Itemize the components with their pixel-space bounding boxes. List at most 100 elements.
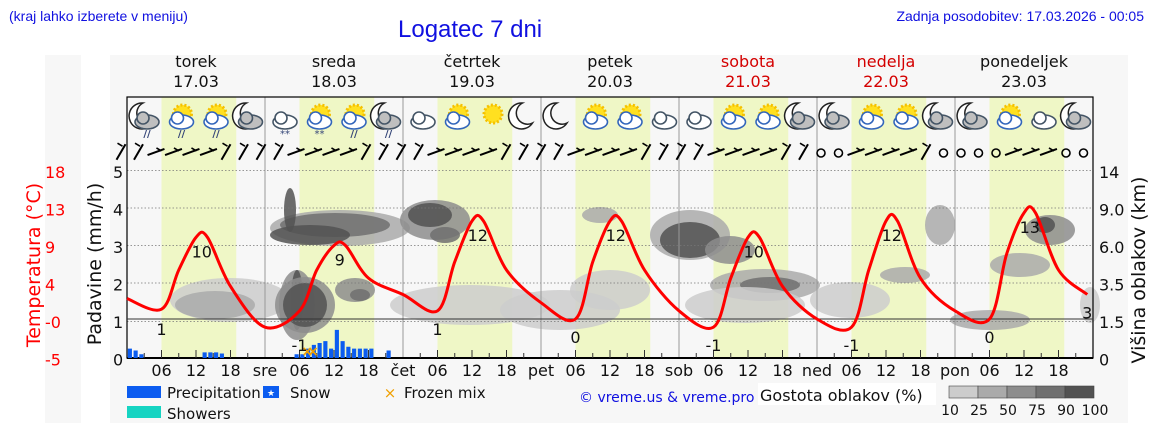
cloud-icon — [410, 111, 436, 130]
svg-text://: // — [385, 129, 393, 140]
svg-text:-5: -5 — [45, 351, 61, 370]
last-update: Zadnja posodobitev: 17.03.2026 - 00:05 — [896, 8, 1144, 24]
svg-text:0: 0 — [113, 351, 123, 370]
day-label: torek 17.03 — [127, 52, 265, 92]
precipitation-ticks: 5 4 3 2 1 0 — [113, 163, 123, 370]
sun-cloud-rain-icon: // — [203, 103, 229, 140]
day-name: torek — [175, 52, 217, 71]
svg-text:pon: pon — [940, 361, 970, 380]
svg-text:sob: sob — [665, 361, 693, 380]
svg-text:18: 18 — [634, 361, 654, 380]
day-label: petek 20.03 — [541, 52, 679, 92]
day-date: 19.03 — [449, 72, 495, 91]
day-date: 20.03 — [587, 72, 633, 91]
moon-cloud-icon — [1059, 102, 1092, 130]
svg-text://: // — [143, 129, 151, 140]
svg-text:12: 12 — [186, 361, 206, 380]
sun-cloud-icon — [755, 103, 781, 130]
svg-text:3: 3 — [113, 238, 123, 257]
svg-text:12: 12 — [600, 361, 620, 380]
svg-text:5: 5 — [113, 163, 123, 182]
x-tick-labels: 06 12 18 sre 06 12 18 čet 06 12 18 pet 06 12 18 sob 06 12… — [151, 361, 1068, 380]
svg-text:čet: čet — [391, 361, 416, 380]
svg-text:06: 06 — [703, 361, 723, 380]
svg-text:06: 06 — [979, 361, 999, 380]
svg-text:9.0: 9.0 — [1099, 201, 1124, 220]
svg-text:10: 10 — [941, 403, 959, 419]
svg-text:18: 18 — [1048, 361, 1068, 380]
svg-text:12: 12 — [462, 361, 482, 380]
svg-text:06: 06 — [427, 361, 447, 380]
svg-text:13: 13 — [45, 201, 65, 220]
wind-barbs-row — [115, 142, 1089, 161]
svg-text://: // — [178, 129, 186, 140]
precipitation-legend-label: Precipitation — [167, 384, 261, 402]
snow-legend-swatch — [263, 386, 279, 398]
cloud-density-label: Gostota oblakov (%) — [760, 386, 923, 405]
svg-text:06: 06 — [841, 361, 861, 380]
day-name: četrtek — [443, 52, 501, 71]
sun-cloud-icon — [996, 103, 1023, 130]
sun-cloud-icon — [582, 103, 609, 130]
frozen-mix-markers: ×× — [301, 344, 318, 360]
svg-text:50: 50 — [999, 403, 1017, 419]
svg-text:4: 4 — [113, 201, 123, 220]
svg-text:sre: sre — [253, 361, 277, 380]
frozen-mix-legend-label: Frozen mix — [404, 384, 486, 402]
moon-cloud-icon — [818, 102, 850, 130]
svg-text:3: 3 — [1082, 304, 1092, 323]
day-date: 21.03 — [725, 72, 771, 91]
svg-text:12: 12 — [1014, 361, 1034, 380]
svg-text:06: 06 — [289, 361, 309, 380]
svg-text:12: 12 — [882, 226, 902, 245]
day-label: četrtek 19.03 — [403, 52, 541, 92]
svg-text:18: 18 — [910, 361, 930, 380]
svg-text:12: 12 — [468, 226, 488, 245]
credit-link[interactable]: © vreme.us & vreme.pro — [579, 390, 754, 406]
svg-text:-1: -1 — [706, 336, 722, 355]
page-title: Logatec 7 dni — [398, 16, 543, 43]
day-date: 17.03 — [173, 72, 219, 91]
svg-text:10: 10 — [744, 242, 764, 261]
svg-text:ned: ned — [802, 361, 832, 380]
svg-text:18: 18 — [358, 361, 378, 380]
sun-cloud-rain-icon: // — [341, 103, 367, 140]
svg-text:14: 14 — [1099, 163, 1119, 182]
showers-legend-label: Showers — [167, 405, 231, 423]
svg-text:12: 12 — [324, 361, 344, 380]
snow-icon: ★ — [267, 389, 275, 399]
moon-rain-icon: // — [369, 102, 402, 140]
svg-text:18: 18 — [496, 361, 516, 380]
day-label: ponedeljek 23.03 — [955, 52, 1093, 92]
svg-text:06: 06 — [565, 361, 585, 380]
svg-text:0: 0 — [984, 328, 994, 347]
svg-text:6.0: 6.0 — [1099, 238, 1124, 257]
day-name: nedelja — [856, 52, 916, 71]
svg-text:75: 75 — [1028, 403, 1046, 419]
svg-text:100: 100 — [1082, 403, 1109, 419]
svg-text:18: 18 — [772, 361, 792, 380]
cloud-icon — [686, 111, 712, 130]
precipitation-bars — [127, 329, 391, 358]
svg-text:**: ** — [315, 129, 325, 140]
svg-text:0: 0 — [570, 328, 580, 347]
moon-cloud-icon — [231, 102, 264, 130]
svg-text:9: 9 — [45, 238, 55, 257]
region-hint-link[interactable]: (kraj lahko izberete v meniju) — [9, 8, 188, 24]
svg-text:×: × — [301, 344, 313, 360]
day-name: sobota — [720, 52, 776, 71]
cloud-height-ticks: 14 9.0 6.0 3.5 1.5 0 — [1099, 163, 1124, 370]
day-separators — [264, 97, 956, 358]
day-label: nedelja 22.03 — [817, 52, 955, 92]
day-name: petek — [587, 52, 633, 71]
svg-text:12: 12 — [738, 361, 758, 380]
svg-text:1: 1 — [113, 313, 123, 332]
showers-legend-swatch — [127, 406, 161, 418]
day-date: 18.03 — [311, 72, 357, 91]
temperature-line — [126, 205, 1089, 332]
svg-text:25: 25 — [970, 403, 988, 419]
svg-text:90: 90 — [1057, 403, 1075, 419]
sun-cloud-icon — [858, 103, 885, 130]
svg-text:pet: pet — [528, 361, 554, 380]
